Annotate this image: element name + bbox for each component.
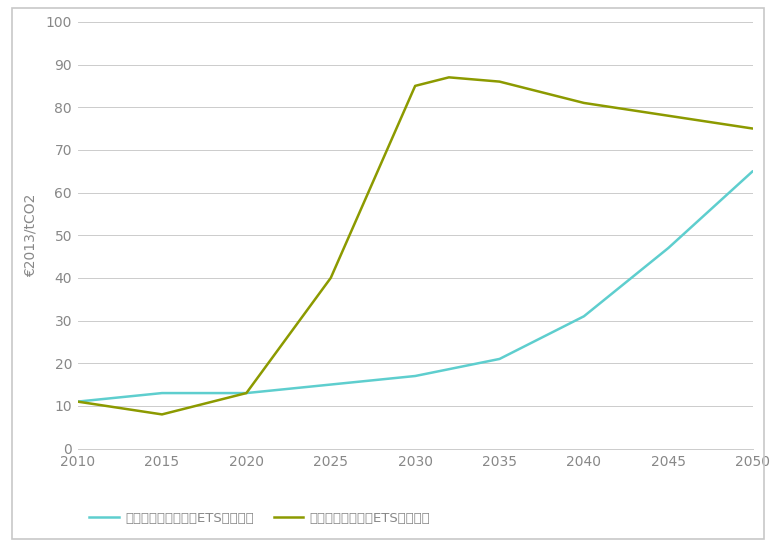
- Legend: 未纳入交通和建筑的ETS配额价格, 纳入交通和建筑的ETS配额价格: 未纳入交通和建筑的ETS配额价格, 纳入交通和建筑的ETS配额价格: [85, 507, 435, 530]
- Y-axis label: €2013/tCO2: €2013/tCO2: [23, 194, 37, 277]
